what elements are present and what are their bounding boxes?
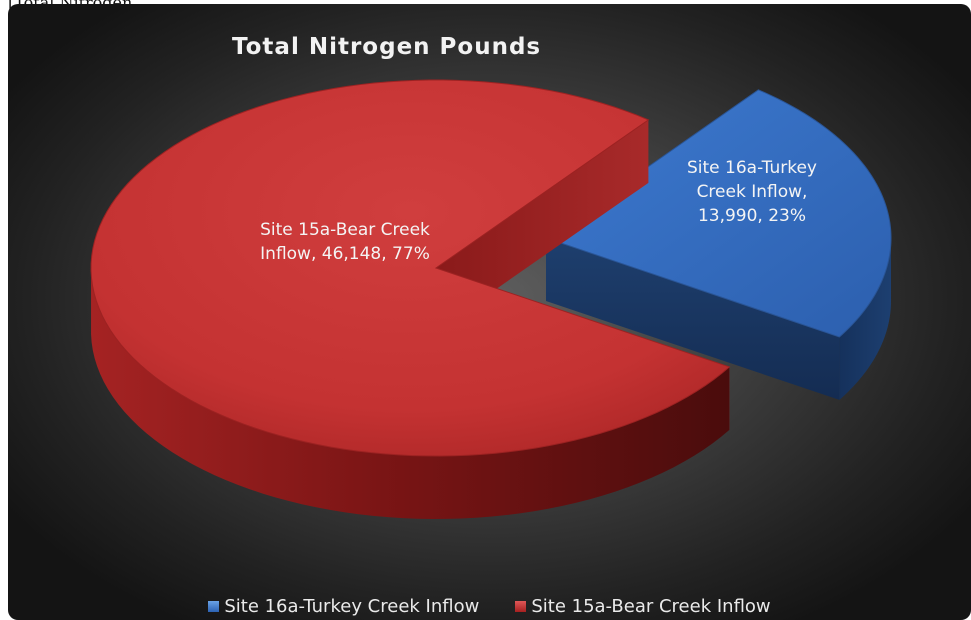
legend: Site 16a-Turkey Creek Inflow Site 15a-Be… [8,596,971,617]
data-label-bear-creek: Site 15a-Bear Creek Inflow, 46,148, 77% [240,218,450,266]
data-label-line: 13,990, 23% [697,206,807,226]
pie-slice-bear-creek [90,79,731,457]
pie-slice-cut-face-turkey-creek [546,238,840,400]
data-label-turkey-creek: Site 16a-Turkey Creek Inflow, 13,990, 23… [670,156,834,228]
data-label-line: Creek Inflow, [696,182,808,202]
chart-panel: Total Nitrogen Pounds [8,4,971,620]
chart-title: Total Nitrogen Pounds [232,34,542,60]
pie-slice-turkey-creek [544,89,892,338]
legend-item-turkey-creek: Site 16a-Turkey Creek Inflow [208,596,479,617]
legend-label: Site 15a-Bear Creek Inflow [531,596,771,617]
pie-chart [90,79,892,519]
legend-label: Site 16a-Turkey Creek Inflow [224,596,480,617]
legend-swatch-red [515,601,527,612]
pie-slice-side-bear-creek [91,271,730,519]
legend-swatch-blue [208,601,220,612]
pie-slice-side-turkey-creek [839,238,891,400]
data-label-line: Site 15a-Bear Creek [260,220,430,240]
data-label-line: Inflow, 46,148, 77% [260,244,430,264]
pie-slice-cut-face-bear-creek [436,119,649,332]
legend-item-bear-creek: Site 15a-Bear Creek Inflow [515,596,771,617]
data-label-line: Site 16a-Turkey [687,158,817,178]
